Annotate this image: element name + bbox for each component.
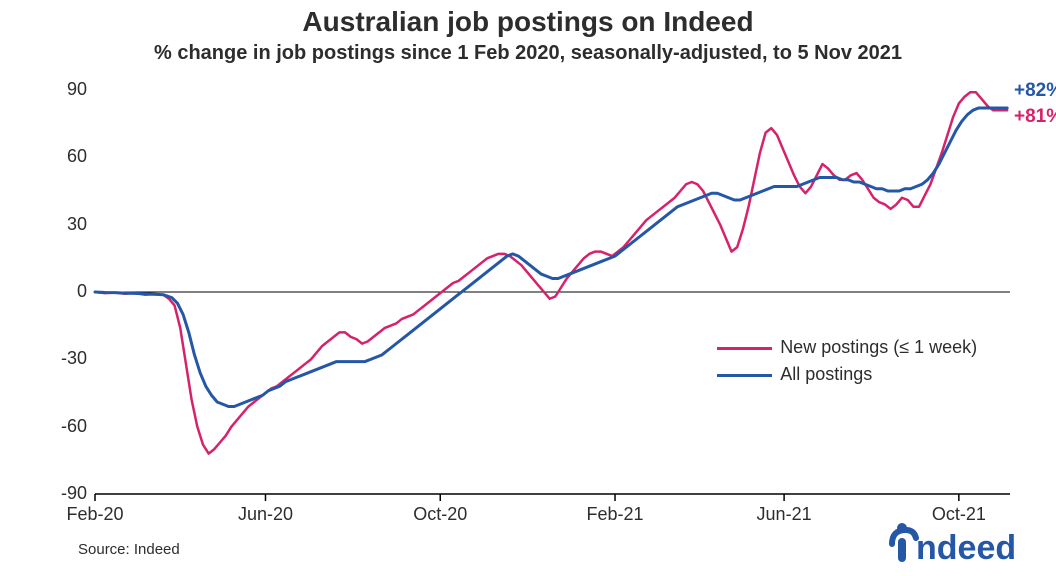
x-tick-label: Jun-20 [215,504,315,525]
legend-line-icon [717,374,772,377]
svg-text:ndeed: ndeed [916,529,1016,564]
y-tick-label: 90 [27,79,87,100]
x-tick-label: Feb-21 [565,504,665,525]
series-end-label: +82% [1014,80,1056,102]
legend-label: All postings [780,364,872,384]
x-tick-label: Feb-20 [45,504,145,525]
legend-entry-new_postings: New postings (≤ 1 week) [717,337,977,358]
y-tick-label: 60 [27,146,87,167]
series-line-new_postings [95,92,1007,453]
chart-canvas [0,0,1056,576]
y-tick-label: 30 [27,214,87,235]
y-tick-label: -90 [27,483,87,504]
y-tick-label: -60 [27,416,87,437]
x-tick-label: Oct-20 [390,504,490,525]
y-tick-label: 0 [27,281,87,302]
series-end-label: +81% [1014,106,1056,128]
series-line-all_postings [95,108,1007,407]
legend-entry-all_postings: All postings [717,364,872,385]
source-caption: Source: Indeed [78,541,180,558]
y-tick-label: -30 [27,348,87,369]
x-tick-label: Jun-21 [734,504,834,525]
legend-line-icon [717,347,772,350]
legend-label: New postings (≤ 1 week) [780,337,977,357]
indeed-logo: ndeed [884,522,1034,564]
